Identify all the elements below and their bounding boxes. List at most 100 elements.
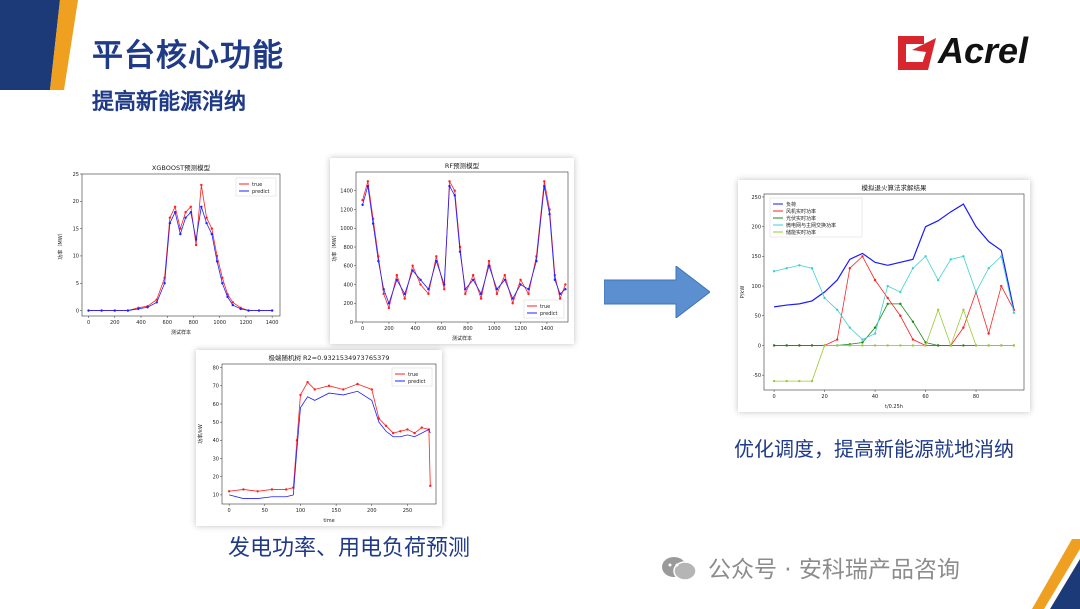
data-point — [419, 278, 422, 282]
x-axis-label: t/0.25h — [885, 404, 903, 410]
y-tick-label: 20 — [73, 199, 79, 205]
data-point — [306, 380, 309, 384]
y-tick-label: 25 — [73, 172, 79, 178]
x-tick-label: 1000 — [213, 320, 226, 326]
legend-label: predict — [540, 311, 558, 317]
data-point — [210, 232, 214, 236]
data-point — [861, 344, 864, 347]
data-point — [448, 180, 451, 183]
data-point — [949, 258, 952, 261]
data-point — [356, 382, 359, 386]
y-tick-label: 200 — [343, 301, 353, 307]
data-point — [313, 388, 316, 391]
data-point — [382, 287, 385, 291]
data-point — [861, 338, 864, 341]
legend-label: predict — [408, 379, 426, 385]
x-tick-label: 250 — [403, 508, 413, 514]
data-point — [443, 287, 446, 291]
corner-decoration-top-left — [0, 0, 78, 90]
x-tick-label: 1000 — [488, 326, 501, 332]
x-tick-label: 0 — [87, 320, 90, 326]
data-point — [511, 297, 514, 300]
legend-label: predict — [252, 189, 270, 195]
data-point — [464, 292, 467, 296]
data-point — [173, 205, 177, 208]
data-point — [511, 302, 514, 305]
x-tick-label: 200 — [367, 508, 377, 514]
data-point — [873, 332, 877, 335]
data-point — [242, 488, 245, 491]
data-point — [387, 306, 391, 310]
data-point — [987, 344, 990, 347]
data-point — [411, 264, 414, 267]
data-point — [411, 269, 414, 272]
data-point — [974, 344, 978, 347]
data-point — [1000, 255, 1003, 258]
x-tick-label: 20 — [821, 394, 827, 400]
data-point — [395, 273, 399, 277]
data-point — [936, 344, 940, 347]
legend-label: 储能实时功率 — [786, 229, 816, 236]
x-tick-label: 200 — [110, 320, 120, 326]
data-point — [798, 344, 801, 347]
data-point — [371, 222, 375, 225]
y-tick-label: 15 — [73, 226, 79, 232]
x-tick-label: 0 — [773, 394, 776, 400]
data-point — [564, 283, 567, 286]
data-point — [458, 250, 462, 253]
data-point — [987, 267, 990, 270]
data-point — [772, 379, 776, 383]
y-tick-label: 150 — [751, 254, 761, 260]
data-point — [87, 309, 90, 312]
y-tick-label: 1200 — [340, 207, 353, 213]
data-point — [962, 308, 965, 312]
data-point — [419, 283, 422, 286]
data-point — [936, 278, 940, 282]
data-point — [924, 255, 927, 258]
data-point — [535, 259, 538, 263]
data-point — [899, 314, 902, 317]
x-tick-label: 1200 — [514, 326, 527, 332]
data-point — [377, 259, 380, 263]
data-point — [772, 270, 776, 273]
acrel-logo-icon — [898, 36, 936, 70]
data-point — [361, 203, 364, 207]
data-point — [420, 426, 423, 429]
data-point — [519, 278, 522, 282]
chart-title: 极端随机树 R2=0.9321534973765379 — [268, 353, 389, 362]
data-point — [179, 227, 182, 230]
plot-frame — [81, 173, 281, 317]
y-tick-label: 250 — [751, 195, 761, 201]
x-tick-label: 100 — [296, 508, 306, 514]
data-point — [823, 344, 826, 347]
data-point — [189, 205, 193, 208]
data-point — [113, 309, 116, 312]
data-point — [403, 292, 406, 296]
y-tick-label: 10 — [73, 254, 79, 260]
chart-simulated-annealing: 模拟退火算法求解结果 0 20 40 60 80 -50 0 50 100 150 200 250 t/0… — [738, 180, 1030, 412]
logo-text: Acrel — [938, 30, 1029, 71]
data-point — [823, 296, 826, 300]
legend-label: 风机实时功率 — [786, 208, 816, 215]
data-point — [848, 326, 852, 329]
data-point — [785, 344, 788, 347]
data-point — [194, 243, 198, 247]
x-tick-label: 60 — [922, 394, 928, 400]
data-point — [184, 216, 187, 219]
data-point — [215, 260, 219, 263]
footer-text: 公众号 · 安科瑞产品咨询 — [708, 557, 960, 583]
data-point — [427, 292, 430, 296]
legend-label: true — [540, 304, 550, 310]
data-point — [479, 297, 483, 300]
data-point — [836, 338, 839, 341]
data-point — [200, 183, 203, 187]
data-point — [487, 264, 491, 267]
legend-label: 负荷 — [786, 201, 796, 208]
data-point — [399, 430, 402, 433]
chart-rf: RF预测模型 0 200 400 600 800 1000 1200 1400 0 200 400 60… — [330, 158, 574, 344]
data-point — [495, 287, 499, 291]
data-point — [270, 309, 274, 312]
x-tick-label: 150 — [331, 508, 341, 514]
data-point — [936, 308, 940, 312]
data-point — [382, 292, 385, 296]
